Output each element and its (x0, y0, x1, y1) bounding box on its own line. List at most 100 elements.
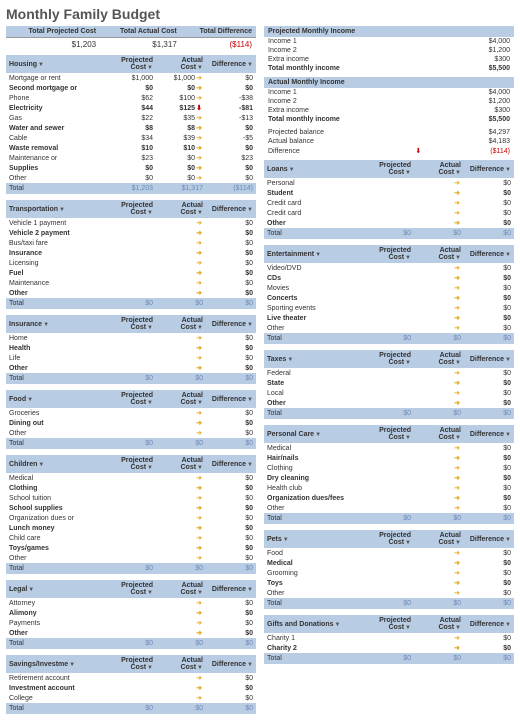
row-act[interactable]: ➜ (156, 418, 206, 428)
row-proj[interactable] (106, 343, 156, 353)
row-act[interactable]: ➜ (414, 283, 464, 293)
row-act[interactable]: ➜ (414, 463, 464, 473)
row-act[interactable]: ➜ (156, 553, 206, 563)
row-proj[interactable] (106, 523, 156, 533)
row-act[interactable]: ➜ (156, 503, 206, 513)
row-proj[interactable] (364, 313, 414, 323)
col-proj[interactable]: Projected Cost▼ (364, 160, 414, 178)
row-act[interactable]: ➜ (156, 523, 206, 533)
row-act[interactable]: ➜ (414, 263, 464, 273)
col-diff[interactable]: Difference▼ (206, 655, 256, 673)
cat-name[interactable]: Taxes▼ (264, 350, 364, 368)
row-act[interactable]: ➜ (414, 293, 464, 303)
row-act[interactable]: ➜ (156, 333, 206, 343)
row-proj[interactable] (106, 278, 156, 288)
row-act[interactable]: ➜ (156, 343, 206, 353)
cat-name[interactable]: Housing▼ (6, 55, 106, 73)
income-val[interactable]: $4,000 (447, 37, 514, 46)
row-proj[interactable] (364, 388, 414, 398)
row-proj[interactable] (364, 558, 414, 568)
row-proj[interactable] (106, 408, 156, 418)
income-val[interactable]: $300 (447, 55, 514, 64)
col-proj[interactable]: Projected Cost▼ (106, 455, 156, 473)
row-proj[interactable] (364, 303, 414, 313)
cat-name[interactable]: Loans▼ (264, 160, 364, 178)
cat-name[interactable]: Savings/Investme▼ (6, 655, 106, 673)
row-proj[interactable] (364, 578, 414, 588)
cat-name[interactable]: Legal▼ (6, 580, 106, 598)
row-act[interactable]: ➜ (414, 188, 464, 198)
row-act[interactable]: ➜ (414, 368, 464, 378)
row-act[interactable]: ➜ (156, 248, 206, 258)
row-act[interactable]: ➜ (414, 483, 464, 493)
row-proj[interactable] (106, 288, 156, 298)
row-proj[interactable] (106, 483, 156, 493)
row-act[interactable]: ➜ (156, 693, 206, 703)
col-act[interactable]: Actual Cost▼ (414, 530, 464, 548)
row-proj[interactable] (364, 453, 414, 463)
row-act[interactable]: ➜ (414, 453, 464, 463)
row-proj[interactable] (364, 263, 414, 273)
row-proj[interactable] (106, 503, 156, 513)
dropdown-icon[interactable]: ▼ (38, 462, 44, 468)
col-proj[interactable]: Projected Cost▼ (106, 390, 156, 408)
row-proj[interactable] (364, 188, 414, 198)
row-proj[interactable]: $0 (106, 83, 156, 93)
col-act[interactable]: Actual Cost▼ (156, 580, 206, 598)
row-act[interactable]: $0➜ (156, 153, 206, 163)
col-act[interactable]: Actual Cost▼ (414, 245, 464, 263)
row-proj[interactable] (364, 568, 414, 578)
row-act[interactable]: ➜ (414, 503, 464, 513)
row-act[interactable]: $0➜ (156, 83, 206, 93)
row-proj[interactable] (106, 428, 156, 438)
row-proj[interactable] (364, 293, 414, 303)
col-diff[interactable]: Difference▼ (464, 530, 514, 548)
row-act[interactable]: ➜ (414, 578, 464, 588)
dropdown-icon[interactable]: ▼ (27, 397, 33, 403)
dropdown-icon[interactable]: ▼ (315, 252, 321, 258)
row-act[interactable]: ➜ (156, 598, 206, 608)
row-act[interactable]: ➜ (414, 473, 464, 483)
row-proj[interactable] (106, 683, 156, 693)
income-val[interactable]: $1,200 (447, 46, 514, 55)
row-proj[interactable] (106, 608, 156, 618)
row-act[interactable]: ➜ (414, 443, 464, 453)
row-act[interactable]: ➜ (414, 548, 464, 558)
row-proj[interactable] (106, 258, 156, 268)
row-proj[interactable] (364, 643, 414, 653)
row-act[interactable]: ➜ (156, 353, 206, 363)
row-act[interactable]: ➜ (414, 398, 464, 408)
cat-name[interactable]: Children▼ (6, 455, 106, 473)
row-act[interactable]: ➜ (156, 228, 206, 238)
row-proj[interactable] (364, 398, 414, 408)
row-act[interactable]: ➜ (414, 323, 464, 333)
dropdown-icon[interactable]: ▼ (38, 62, 44, 68)
row-proj[interactable] (364, 493, 414, 503)
row-proj[interactable] (106, 543, 156, 553)
row-proj[interactable] (364, 208, 414, 218)
row-proj[interactable] (364, 323, 414, 333)
row-proj[interactable]: $22 (106, 113, 156, 123)
row-act[interactable]: ➜ (156, 428, 206, 438)
dropdown-icon[interactable]: ▼ (43, 322, 49, 328)
col-diff[interactable]: Difference▼ (464, 245, 514, 263)
row-act[interactable]: ➜ (156, 513, 206, 523)
col-diff[interactable]: Difference▼ (206, 455, 256, 473)
row-act[interactable]: $100➜ (156, 93, 206, 103)
row-act[interactable]: ➜ (414, 588, 464, 598)
row-proj[interactable] (106, 268, 156, 278)
row-act[interactable]: ➜ (156, 533, 206, 543)
row-proj[interactable]: $23 (106, 153, 156, 163)
row-act[interactable]: $0➜ (156, 163, 206, 173)
row-proj[interactable] (364, 633, 414, 643)
cat-name[interactable]: Food▼ (6, 390, 106, 408)
row-act[interactable]: ➜ (156, 543, 206, 553)
col-proj[interactable]: Projected Cost▼ (106, 315, 156, 333)
col-act[interactable]: Actual Cost▼ (156, 390, 206, 408)
cat-name[interactable]: Entertainment▼ (264, 245, 364, 263)
row-act[interactable]: ➜ (414, 313, 464, 323)
row-act[interactable]: ➜ (414, 378, 464, 388)
row-proj[interactable] (364, 473, 414, 483)
row-proj[interactable] (106, 598, 156, 608)
col-act[interactable]: Actual Cost▼ (414, 615, 464, 633)
